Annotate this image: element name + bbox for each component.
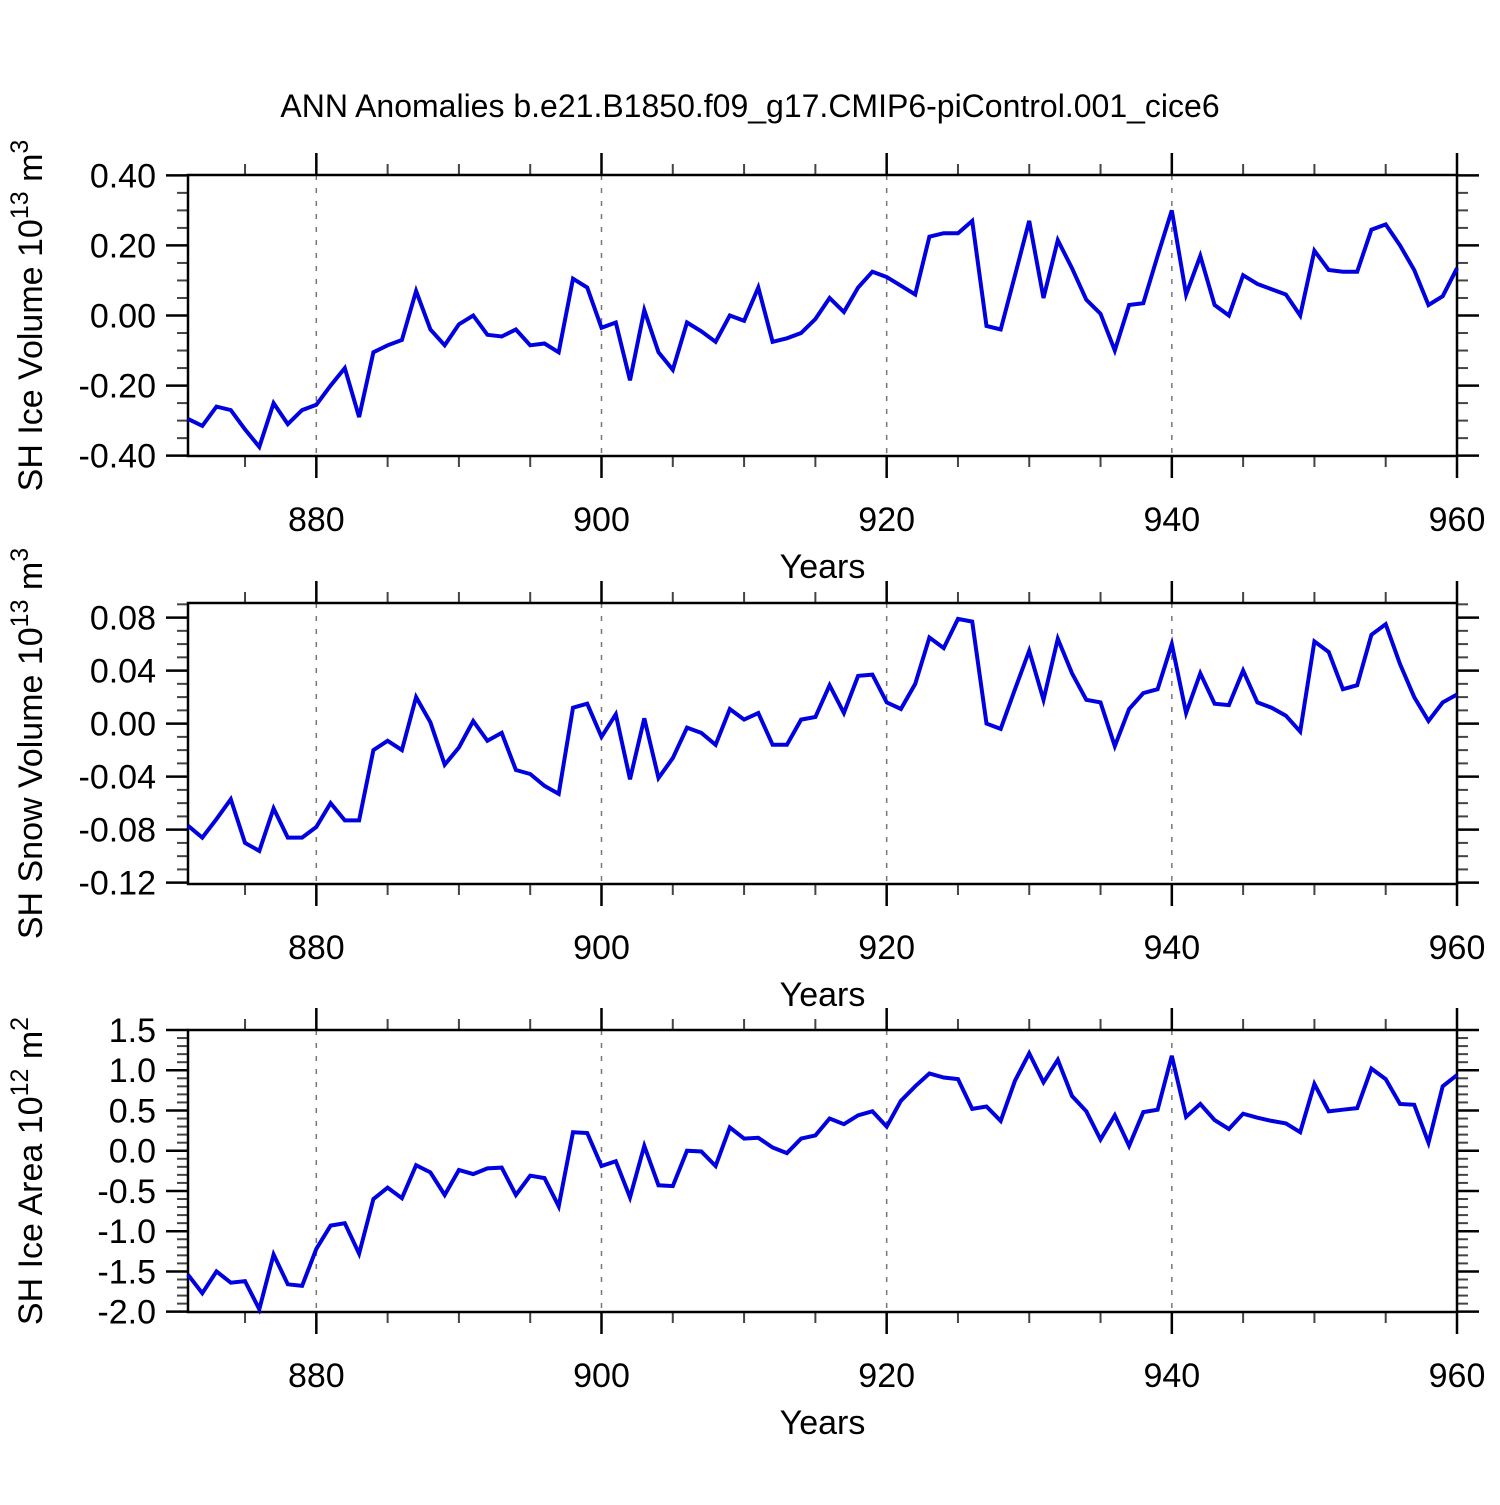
x-tick-label: 900: [573, 1357, 630, 1395]
plot-frame: [186, 173, 1459, 458]
plot-frame: [186, 1028, 1459, 1314]
x-axis-title: Years: [780, 548, 866, 586]
y-tick-label: -0.04: [79, 759, 157, 797]
x-tick-label: 940: [1143, 1357, 1200, 1395]
x-tick-label: 900: [573, 929, 630, 967]
y-tick-label: 1.0: [109, 1052, 156, 1090]
y-axis-title: SH Ice Area 1012 m2: [6, 1017, 50, 1325]
y-tick-label: 0.40: [90, 157, 156, 195]
y-axis-title: SH Snow Volume 1013 m3: [6, 548, 50, 939]
series-line-sh-snow-volume: [186, 616, 1458, 854]
x-tick-label: 920: [858, 501, 915, 539]
x-tick-label: 960: [1429, 501, 1486, 539]
y-tick-label: 0.04: [90, 653, 156, 691]
series-line-sh-ice-volume: [187, 209, 1459, 451]
x-tick-label: 880: [288, 501, 345, 539]
series-line-sh-ice-area: [186, 1048, 1459, 1315]
x-axis-title: Years: [780, 1404, 866, 1442]
y-tick-label: -0.12: [79, 865, 157, 903]
x-tick-label: 960: [1429, 1357, 1486, 1395]
y-tick-label: -1.5: [97, 1253, 156, 1291]
x-tick-label: 900: [573, 501, 630, 539]
y-tick-label: 0.00: [90, 706, 156, 744]
y-tick-label: 0.20: [90, 227, 156, 265]
x-tick-label: 920: [858, 1357, 915, 1395]
x-tick-label: 920: [858, 929, 915, 967]
y-tick-label: 0.5: [109, 1092, 156, 1130]
x-tick-label: 940: [1143, 929, 1200, 967]
x-tick-label: 880: [288, 929, 345, 967]
y-tick-label: 0.0: [109, 1133, 156, 1171]
y-tick-label: 1.5: [109, 1012, 156, 1050]
plot-frame: [186, 601, 1459, 886]
x-tick-label: 940: [1143, 501, 1200, 539]
y-tick-label: -1.0: [97, 1213, 156, 1251]
chart-title: ANN Anomalies b.e21.B1850.f09_g17.CMIP6-…: [280, 88, 1220, 124]
y-tick-label: -0.08: [79, 812, 157, 850]
y-tick-label: -0.40: [79, 438, 157, 476]
y-tick-label: -2.0: [97, 1294, 156, 1332]
y-axis-title: SH Ice Volume 1013 m3: [6, 140, 50, 492]
x-axis-title: Years: [780, 976, 866, 1014]
x-tick-label: 960: [1429, 929, 1486, 967]
y-tick-label: 0.08: [90, 600, 156, 638]
y-tick-label: 0.00: [90, 298, 156, 336]
y-tick-label: -0.5: [97, 1173, 156, 1211]
y-tick-label: -0.20: [79, 368, 157, 406]
x-tick-label: 880: [288, 1357, 345, 1395]
